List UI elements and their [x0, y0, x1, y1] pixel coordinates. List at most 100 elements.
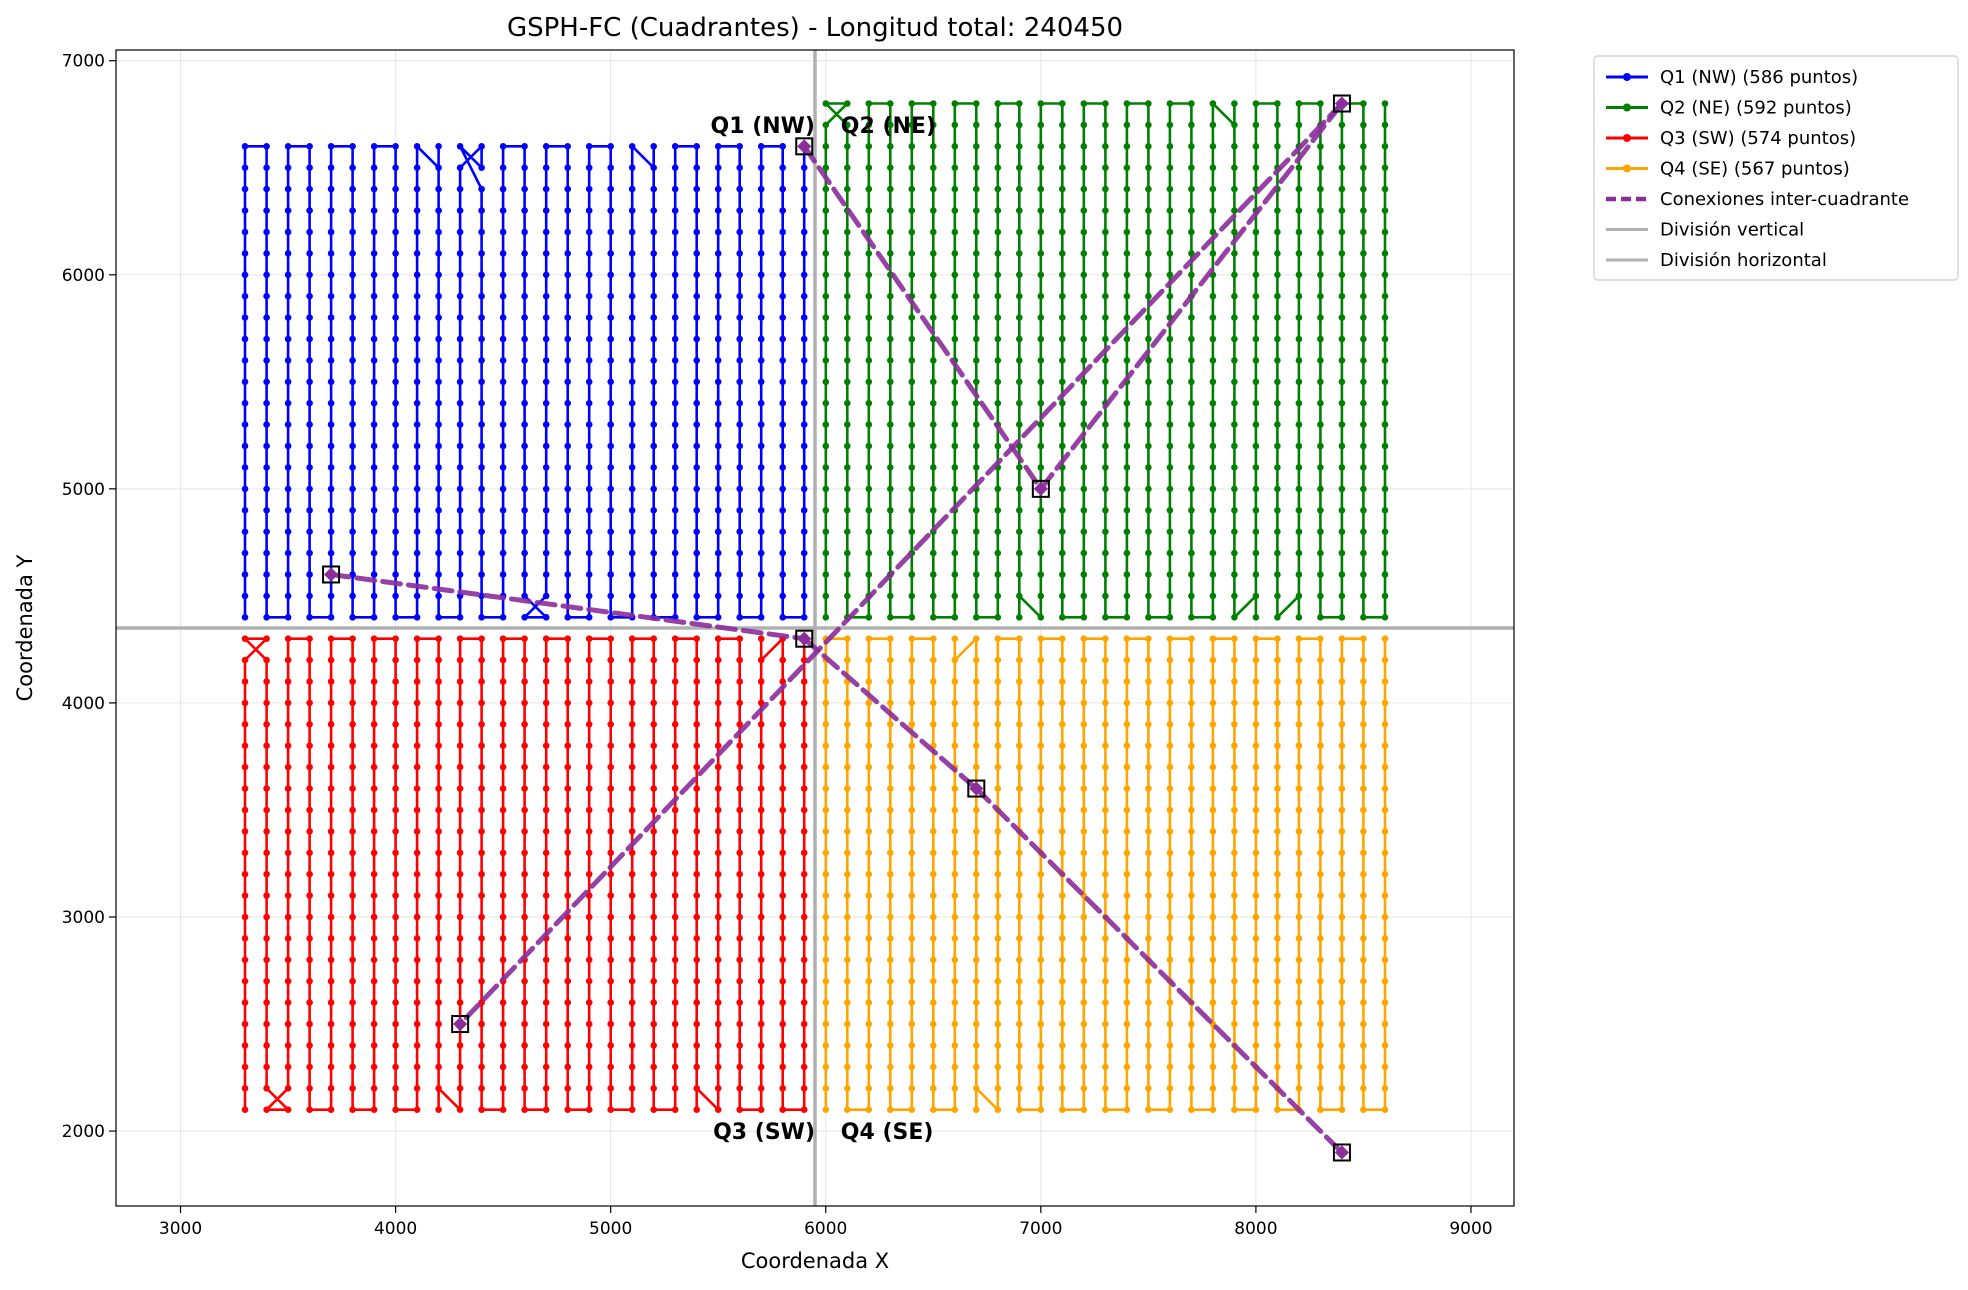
series-point: [994, 100, 1002, 107]
series-point: [1080, 121, 1088, 129]
series-point: [1295, 742, 1303, 749]
series-point: [865, 528, 873, 535]
series-point: [951, 207, 959, 214]
series-point: [1123, 271, 1131, 279]
series-point: [521, 785, 528, 792]
series-point: [930, 656, 937, 664]
series-point: [370, 614, 378, 621]
series-point: [542, 656, 550, 664]
series-point: [1252, 164, 1260, 171]
series-point: [1080, 335, 1088, 343]
series-point: [1274, 742, 1281, 749]
series-point: [973, 956, 980, 964]
series-point: [714, 1042, 722, 1049]
series-point: [887, 335, 894, 343]
series-point: [973, 228, 980, 236]
series-point: [1209, 721, 1217, 728]
series-point: [392, 828, 399, 835]
series-point: [757, 250, 765, 257]
series-point: [693, 913, 700, 921]
series-point: [1188, 228, 1195, 236]
series-point: [650, 185, 657, 193]
series-point: [499, 164, 507, 171]
legend-entry: División horizontal: [1606, 250, 1827, 271]
series-point: [607, 699, 614, 707]
series-point: [1166, 956, 1174, 964]
series-point: [1016, 592, 1023, 600]
series-point: [865, 442, 873, 450]
series-point: [370, 314, 378, 321]
series-point: [693, 271, 700, 279]
series-point: [908, 870, 916, 878]
series-point: [370, 421, 378, 428]
series-point: [650, 935, 657, 942]
series-point: [779, 357, 786, 364]
series-point: [1295, 1020, 1303, 1028]
series-point: [585, 528, 593, 535]
series-point: [1381, 763, 1389, 771]
series-point: [1209, 528, 1217, 535]
series-point: [908, 742, 916, 749]
series-point: [1080, 1106, 1088, 1113]
series-point: [1231, 678, 1238, 685]
series-point: [736, 935, 743, 942]
series-point: [1037, 635, 1045, 642]
series-point: [607, 228, 614, 236]
series-point: [478, 721, 485, 728]
series-point: [1123, 742, 1131, 749]
series-point: [757, 1042, 765, 1049]
series-point: [1231, 228, 1238, 236]
series-point: [800, 528, 808, 535]
series-point: [1295, 314, 1303, 321]
series-point: [1145, 507, 1152, 514]
series-point: [478, 485, 485, 493]
series-point: [671, 892, 679, 899]
series-point: [1360, 442, 1367, 450]
series-point: [714, 207, 722, 214]
series-point: [1231, 100, 1238, 107]
series-point: [585, 421, 593, 428]
series-point: [994, 614, 1002, 621]
series-point: [887, 656, 894, 664]
series-point: [263, 292, 270, 300]
series-point: [263, 549, 270, 557]
series-point: [1016, 314, 1023, 321]
series-point: [1360, 528, 1367, 535]
series-point: [1102, 228, 1109, 236]
series-point: [714, 507, 722, 514]
series-point: [1317, 892, 1324, 899]
series-point: [542, 464, 550, 471]
series-point: [1102, 1020, 1109, 1028]
series-point: [1295, 614, 1303, 621]
series-point: [908, 442, 916, 450]
series-point: [800, 314, 808, 321]
series-point: [1145, 485, 1152, 493]
series-point: [564, 378, 571, 386]
series-point: [1209, 892, 1217, 899]
series-point: [1080, 549, 1088, 557]
series-point: [994, 271, 1002, 279]
series-point: [1381, 271, 1389, 279]
series-point: [349, 999, 356, 1006]
series-point: [908, 892, 916, 899]
series-point: [844, 421, 851, 428]
series-point: [607, 507, 614, 514]
series-point: [370, 806, 378, 814]
series-point: [499, 571, 507, 578]
series-point: [456, 785, 464, 792]
series-point: [1295, 185, 1303, 193]
series-point: [779, 507, 786, 514]
series-point: [456, 678, 464, 685]
series-point: [1123, 571, 1131, 578]
series-point: [1059, 1106, 1066, 1113]
series-point: [1317, 1106, 1324, 1113]
series-point: [887, 892, 894, 899]
series-point: [865, 614, 873, 621]
series-point: [930, 678, 937, 685]
series-point: [1145, 763, 1152, 771]
quadrant-label: Q4 (SE): [841, 1120, 934, 1145]
series-point: [435, 357, 442, 364]
series-point: [973, 464, 980, 471]
endpoint-marker: [967, 779, 986, 798]
series-point: [779, 485, 786, 493]
